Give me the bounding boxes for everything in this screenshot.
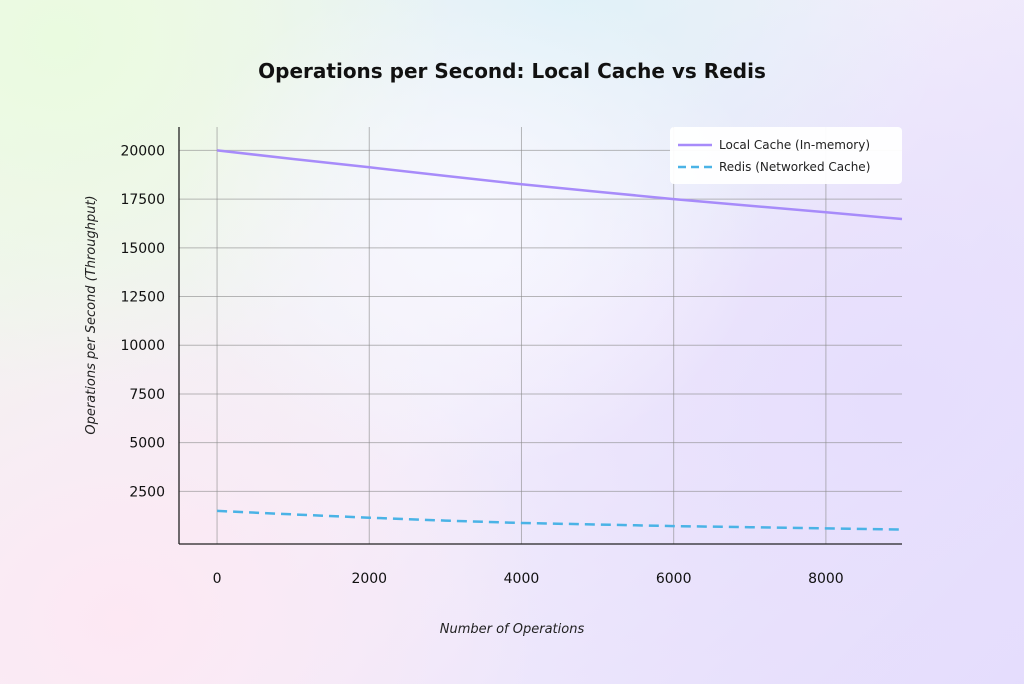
x-tick-label: 0 — [213, 571, 222, 587]
x-tick-label: 4000 — [504, 571, 540, 587]
y-tick-label: 20000 — [120, 143, 165, 159]
axes-layer — [178, 127, 902, 545]
legend-label-redis: Redis (Networked Cache) — [719, 160, 870, 174]
grid-layer — [179, 127, 902, 544]
series-layer — [216, 149, 903, 531]
y-tick-label: 15000 — [120, 241, 165, 257]
chart-title: Operations per Second: Local Cache vs Re… — [258, 59, 766, 83]
series-line-local-cache — [216, 149, 903, 221]
legend-box — [670, 127, 902, 184]
ticks-layer: 0 2000 4000 6000 8000 2500 5000 7500 10000 12500 1… — [120, 143, 843, 587]
legend-label-local-cache: Local Cache (In-memory) — [719, 138, 870, 152]
series-line-redis — [217, 509, 903, 531]
x-tick-label: 6000 — [656, 571, 692, 587]
y-tick-label: 10000 — [120, 338, 165, 354]
y-tick-label: 7500 — [129, 387, 165, 403]
x-tick-label: 2000 — [351, 571, 387, 587]
y-tick-label: 5000 — [129, 436, 165, 452]
y-tick-label: 12500 — [120, 290, 165, 306]
legend: Local Cache (In-memory) Redis (Networked… — [670, 127, 902, 184]
y-axis-label: Operations per Second (Throughput) — [84, 195, 99, 434]
x-axis-label: Number of Operations — [440, 622, 585, 637]
x-tick-label: 8000 — [808, 571, 844, 587]
y-tick-label: 17500 — [120, 192, 165, 208]
y-tick-label: 2500 — [129, 484, 165, 500]
